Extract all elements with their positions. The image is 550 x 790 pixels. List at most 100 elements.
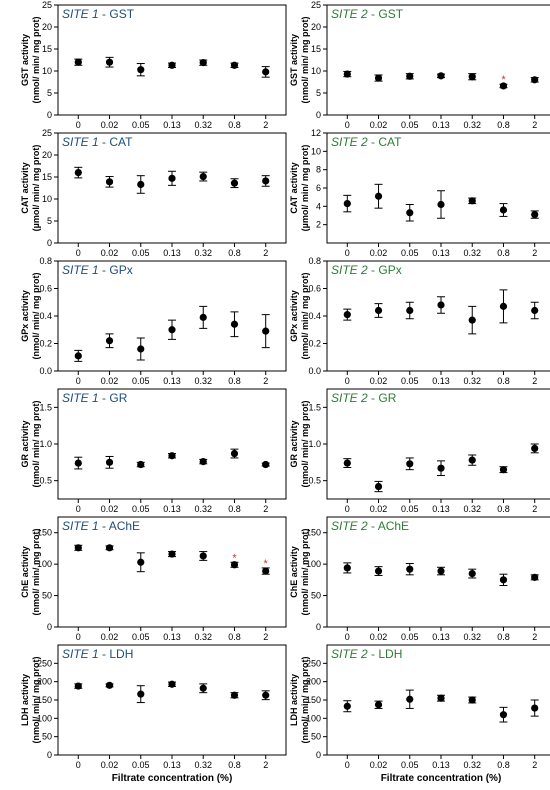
x-tick-label: 0.32 — [194, 760, 212, 770]
data-point — [468, 456, 476, 464]
data-point — [499, 576, 508, 584]
y-tick-label: 150 — [37, 528, 52, 538]
x-tick-label: 0.32 — [463, 376, 481, 386]
x-tick-label: 0 — [345, 120, 350, 130]
x-tick-label: 0.02 — [101, 376, 119, 386]
data-point — [105, 337, 114, 345]
title-site: SITE 2 — [331, 647, 368, 661]
x-tick-label: 0.13 — [432, 504, 450, 514]
x-tick-label: 0.8 — [497, 760, 510, 770]
title-enzyme: GST — [378, 7, 403, 21]
data-point — [531, 444, 539, 452]
x-tick-label: 0.13 — [432, 120, 450, 130]
data-point — [437, 72, 445, 80]
data-point — [262, 327, 270, 335]
x-tick-label: 2 — [532, 376, 537, 386]
x-tick-label: 0.02 — [370, 120, 388, 130]
x-tick-label: 2 — [532, 120, 537, 130]
data-point — [499, 206, 508, 214]
y-axis-label-line: (nmol/ min/ mg prot) — [31, 401, 41, 488]
data-point — [499, 466, 508, 474]
y-tick-label: 10 — [311, 146, 321, 156]
data-point — [230, 320, 239, 328]
y-axis-label-line: GPx activity — [289, 290, 299, 342]
x-tick-label: 0.8 — [228, 376, 241, 386]
data-point — [406, 565, 414, 573]
x-tick-label: 0.05 — [132, 248, 150, 258]
x-tick-label: 0.32 — [194, 376, 212, 386]
x-tick-label: 0 — [345, 632, 350, 642]
x-tick-label: 0.32 — [463, 632, 481, 642]
title-separator: - — [368, 391, 379, 405]
panel-title: SITE 1 - LDH — [62, 647, 133, 661]
significance-asterisk: * — [264, 558, 269, 570]
title-site: SITE 1 — [62, 263, 99, 277]
data-point — [343, 70, 351, 78]
data-point — [262, 68, 270, 76]
title-separator: - — [99, 519, 109, 533]
x-tick-label: 0.02 — [370, 504, 388, 514]
title-enzyme: LDH — [109, 647, 133, 661]
x-tick-label: 0.02 — [370, 632, 388, 642]
title-enzyme: GPx — [378, 263, 401, 277]
y-tick-label: 50 — [42, 591, 52, 601]
y-tick-label: 15 — [311, 44, 321, 54]
data-point — [374, 74, 383, 82]
data-point — [230, 179, 239, 187]
panel-ldh-site2: 0 50 100 150 200 250 0 0.02 0.05 0.13 0.32 0.8 2 LDH … — [289, 644, 550, 770]
y-tick-label: 200 — [306, 677, 321, 687]
panel-title: SITE 2 - LDH — [331, 647, 402, 661]
data-point — [343, 459, 351, 467]
x-tick-label: 0.8 — [228, 120, 241, 130]
title-site: SITE 2 — [331, 391, 368, 405]
y-tick-label: 50 — [42, 732, 52, 742]
data-point — [437, 567, 445, 575]
data-point — [343, 311, 351, 319]
panel-gr-site2: 0.5 1.0 1.5 0 0.02 0.05 0.13 0.32 0.8 2 GR activit… — [289, 388, 550, 514]
x-tick-label: 0.02 — [370, 248, 388, 258]
x-axis-label-right: Filtrate concentration (%) — [381, 773, 502, 784]
data-point — [343, 702, 351, 710]
y-tick-label: 150 — [306, 528, 321, 538]
data-point — [343, 199, 351, 208]
x-tick-label: 2 — [263, 120, 268, 130]
panel-gst-site1: 0 5 10 15 20 25 0 0.02 0.05 0.13 0.32 0.8 2 GST activ… — [20, 0, 287, 130]
significance-asterisk: * — [232, 552, 237, 564]
x-tick-label: 0 — [345, 760, 350, 770]
x-tick-label: 0.13 — [163, 760, 181, 770]
data-point — [468, 569, 476, 578]
title-enzyme: GST — [109, 7, 134, 21]
y-tick-label: 0 — [316, 110, 321, 120]
data-point — [168, 174, 176, 182]
y-axis-label-line: (nmol/ min/ mg prot) — [31, 17, 41, 104]
y-tick-label: 1.5 — [308, 402, 321, 412]
panel-cat-site2: 2 4 6 8 10 12 0 0.02 0.05 0.13 0.32 0.8 2 CAT activit… — [289, 128, 550, 258]
data-point — [137, 558, 145, 566]
y-tick-label: 0.0 — [308, 366, 321, 376]
data-point — [199, 172, 207, 181]
y-tick-label: 0 — [47, 622, 52, 632]
x-tick-label: 0.05 — [401, 504, 419, 514]
x-tick-label: 0.32 — [194, 504, 212, 514]
x-tick-label: 0.32 — [194, 120, 212, 130]
y-tick-label: 0 — [47, 110, 52, 120]
panel-title: SITE 2 - GPx — [331, 263, 402, 277]
y-axis-label-line: GR activity — [289, 420, 299, 467]
y-axis-label: ChE activity(nmol/ min/ mg prot) — [289, 529, 310, 616]
y-axis-label: LDH activity(nmol/ min/ mg prot) — [20, 657, 41, 744]
data-point — [137, 66, 145, 74]
x-tick-label: 0.05 — [132, 376, 150, 386]
x-tick-label: 0.02 — [101, 632, 119, 642]
panel-title: SITE 1 - GST — [62, 7, 135, 21]
data-point — [531, 210, 539, 219]
data-point — [406, 209, 414, 217]
x-tick-label: 2 — [263, 632, 268, 642]
panel-title: SITE 1 - GPx — [62, 263, 133, 277]
x-tick-label: 0.02 — [370, 376, 388, 386]
y-axis-label: CAT activity(µmol/ min/ mg prot) — [20, 145, 41, 232]
y-tick-label: 15 — [42, 44, 52, 54]
y-tick-label: 25 — [42, 0, 52, 10]
x-tick-label: 0.13 — [163, 248, 181, 258]
panel-gst-site2: 0 5 10 15 20 25 0 0.02 0.05 0.13 0.32 0.8 2 GST activ… — [289, 0, 550, 130]
panel-title: SITE 2 - GST — [331, 7, 404, 21]
